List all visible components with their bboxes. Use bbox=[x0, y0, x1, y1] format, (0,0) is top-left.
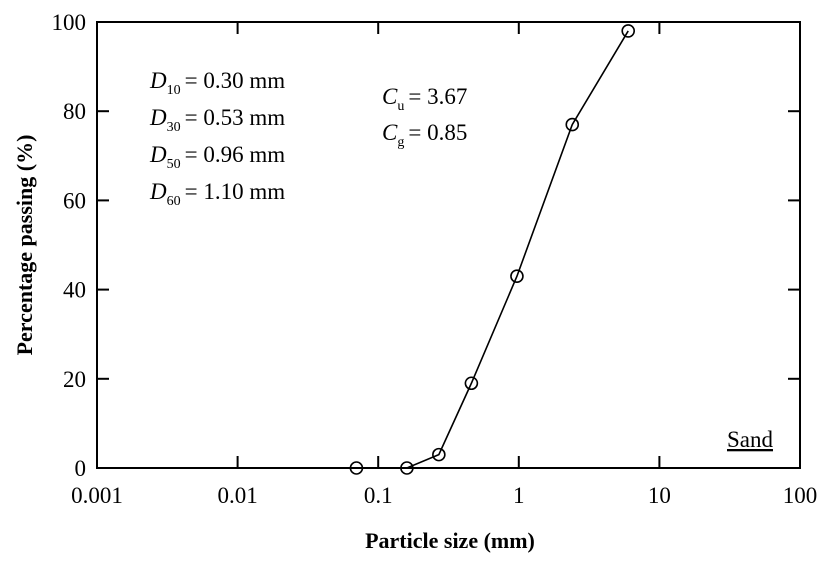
annotation-text: = 0.96 mm bbox=[185, 142, 286, 167]
annotation-symbol: D bbox=[149, 179, 167, 204]
annotation-text: = 0.30 mm bbox=[185, 68, 286, 93]
y-axis-label: Percentage passing (%) bbox=[12, 135, 37, 356]
x-tick-label: 0.001 bbox=[71, 483, 123, 508]
annotation-subscript: 50 bbox=[167, 157, 181, 172]
annotation-subscript: u bbox=[397, 99, 404, 114]
x-tick-label: 0.01 bbox=[217, 483, 257, 508]
annotation-symbol: C bbox=[382, 84, 398, 109]
y-tick-label: 80 bbox=[63, 99, 86, 124]
y-tick-label: 100 bbox=[52, 10, 87, 35]
annotation: D10 = 0.30 mm bbox=[149, 68, 285, 98]
y-tick-label: 40 bbox=[63, 278, 86, 303]
x-tick-label: 0.1 bbox=[364, 483, 393, 508]
annotation-subscript: g bbox=[397, 135, 404, 150]
y-tick-label: 0 bbox=[75, 456, 87, 481]
annotation-text: = 0.53 mm bbox=[185, 105, 286, 130]
annotation-subscript: 60 bbox=[167, 194, 181, 209]
annotation-symbol: D bbox=[149, 105, 167, 130]
annotation: Cu = 3.67 bbox=[382, 84, 467, 114]
y-tick-label: 60 bbox=[63, 188, 86, 213]
annotation-text: = 0.85 bbox=[408, 120, 467, 145]
annotation-text: = 1.10 mm bbox=[185, 179, 286, 204]
x-tick-label: 1 bbox=[513, 483, 525, 508]
annotation: D50 = 0.96 mm bbox=[149, 142, 285, 172]
annotation-text: = 3.67 bbox=[408, 84, 467, 109]
annotation: Cg = 0.85 bbox=[382, 120, 467, 150]
annotation: D30 = 0.53 mm bbox=[149, 105, 285, 135]
annotation: D60 = 1.10 mm bbox=[149, 179, 285, 209]
x-axis-label: Particle size (mm) bbox=[365, 528, 535, 553]
region-label: Sand bbox=[727, 427, 774, 452]
annotation-symbol: D bbox=[149, 68, 167, 93]
x-tick-label: 10 bbox=[648, 483, 671, 508]
annotation-symbol: C bbox=[382, 120, 398, 145]
x-tick-label: 100 bbox=[783, 483, 818, 508]
annotation-symbol: D bbox=[149, 142, 167, 167]
y-tick-label: 20 bbox=[63, 367, 86, 392]
annotation-subscript: 10 bbox=[167, 83, 181, 98]
chart: Particle size (mm) Percentage passing (%… bbox=[0, 0, 832, 563]
annotation-subscript: 30 bbox=[167, 120, 181, 135]
data-point bbox=[622, 25, 634, 37]
